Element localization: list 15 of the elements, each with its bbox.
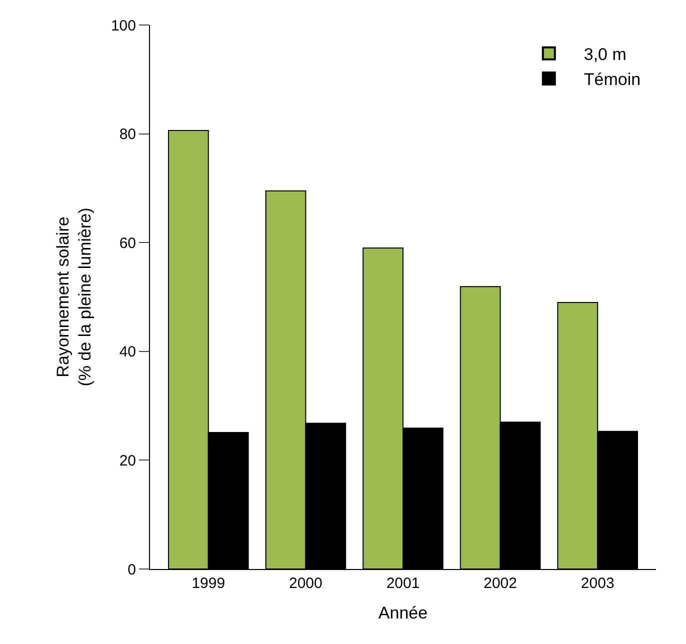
- legend-label: Témoin: [584, 70, 641, 90]
- x-tick-label: 2003: [580, 575, 614, 592]
- x-tick-label: 2000: [289, 575, 322, 592]
- y-tick-label: 80: [119, 126, 136, 144]
- x-axis-title: Année: [378, 603, 428, 622]
- y-tick-label: 60: [119, 234, 136, 252]
- y-tick-label: 0: [128, 561, 136, 578]
- x-tick-label: 1999: [192, 575, 226, 592]
- y-tick-label: 20: [119, 452, 136, 470]
- legend-label: 3,0 m: [584, 45, 626, 64]
- y-tick-label: 100: [110, 17, 136, 34]
- y-tick-label: 40: [119, 344, 136, 361]
- x-tick-label: 2001: [386, 575, 420, 592]
- y-axis-title: Rayonnement solaire (% de la pleine lumière): [53, 208, 95, 386]
- x-tick-label: 2002: [484, 575, 517, 592]
